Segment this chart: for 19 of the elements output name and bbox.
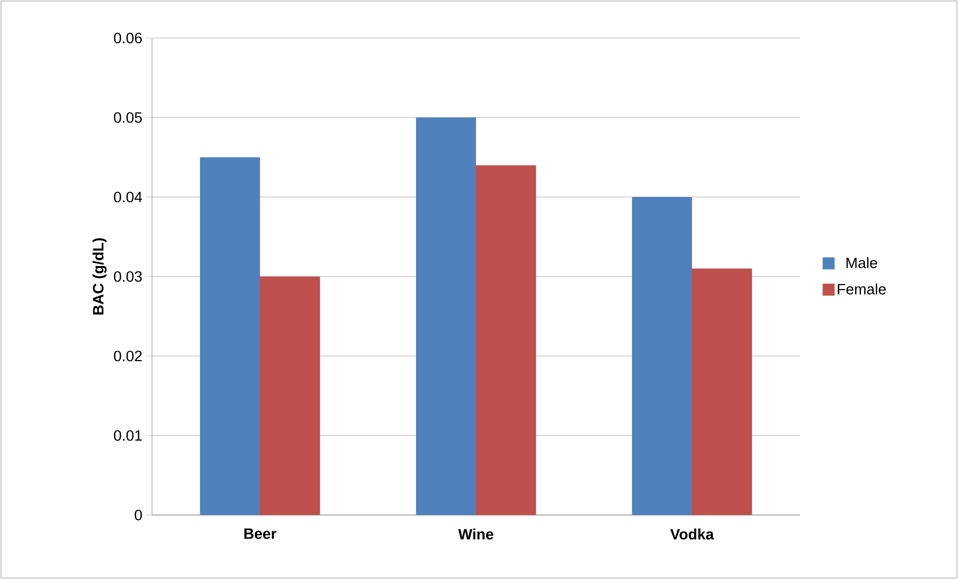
y-tick-label: 0.05 bbox=[114, 112, 142, 123]
y-tick-label: 0.03 bbox=[114, 271, 142, 282]
bar bbox=[200, 157, 260, 515]
y-tick-label: 0.06 bbox=[114, 32, 142, 44]
bar bbox=[416, 117, 476, 515]
x-tick-label: Vodka bbox=[670, 528, 714, 540]
y-tick-label: 0.02 bbox=[114, 350, 142, 362]
bar bbox=[632, 196, 692, 515]
y-tick-label: 0.04 bbox=[114, 192, 142, 202]
legend-label: Male bbox=[846, 257, 878, 268]
y-tick-label: 0 bbox=[134, 510, 142, 520]
x-tick-label: Wine bbox=[458, 528, 494, 540]
bar bbox=[260, 276, 320, 515]
y-tick-label: 0.01 bbox=[114, 430, 142, 441]
y-axis-title: BAC (g/dL) bbox=[92, 238, 107, 315]
legend-label: Female bbox=[838, 283, 886, 294]
bar bbox=[476, 165, 536, 515]
x-tick-label: Beer bbox=[244, 528, 276, 539]
bar bbox=[692, 268, 752, 515]
